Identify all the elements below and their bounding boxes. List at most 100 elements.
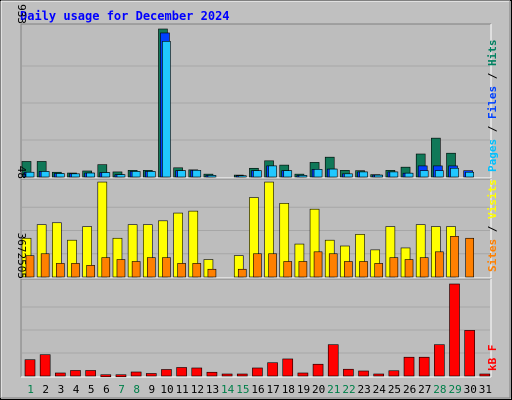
- bar-pages: [359, 171, 368, 178]
- bar-sites: [146, 257, 156, 278]
- bar-kb-f: [145, 373, 157, 377]
- panel-max-label: 3672505: [15, 233, 28, 279]
- bar-pages: [207, 175, 217, 178]
- bar-kb-f: [115, 374, 127, 378]
- bar-pages: [268, 165, 277, 178]
- bar-pages: [101, 172, 111, 178]
- bar-pages: [25, 171, 35, 178]
- bar-kb-f: [221, 373, 233, 377]
- x-tick-label: 11: [176, 383, 189, 396]
- bar-sites: [131, 261, 141, 278]
- bar-pages: [162, 41, 171, 178]
- x-tick-label: 23: [358, 383, 371, 396]
- x-tick-label: 18: [282, 383, 295, 396]
- bar-kb-f: [297, 372, 309, 377]
- bar-sites: [86, 265, 95, 278]
- x-tick-label: 5: [88, 383, 95, 396]
- bar-sites: [313, 251, 323, 278]
- x-tick-label: 22: [342, 383, 355, 396]
- panel-background: [21, 24, 491, 178]
- x-tick-label: 1: [27, 383, 34, 396]
- bar-kb-f: [161, 369, 172, 377]
- bar-sites: [237, 268, 247, 278]
- bar-kb-f: [130, 371, 142, 377]
- bar-kb-f: [100, 374, 112, 378]
- panel-legend: Pages / Files / Hits: [486, 40, 499, 173]
- x-tick-label: 4: [73, 383, 80, 396]
- x-tick-label: 31: [479, 383, 492, 396]
- x-tick-label: 27: [418, 383, 431, 396]
- bar-sites: [40, 253, 50, 278]
- bar-sites: [268, 253, 277, 278]
- bar-kb-f: [206, 371, 218, 377]
- panel-legend: kB F: [486, 345, 499, 372]
- legend-item: kB F: [486, 345, 499, 372]
- panel-kb_f: 3672505 kB F: [15, 233, 499, 378]
- bar-kb-f: [373, 373, 385, 377]
- legend-item: Visits: [486, 179, 499, 219]
- bar-sites: [192, 263, 202, 278]
- bar-kb-f: [403, 356, 415, 377]
- x-tick-label: 21: [327, 383, 340, 396]
- bar-kb-f: [479, 373, 491, 377]
- bar-pages: [283, 170, 293, 178]
- chart-title: Daily usage for December 2024: [20, 9, 230, 23]
- panel-sites_visits: 48 Sites / Visits: [15, 166, 499, 279]
- bar-kb-f: [39, 354, 51, 377]
- bar-pages: [344, 173, 353, 178]
- bar-pages: [116, 174, 126, 178]
- x-tick-label: 26: [403, 383, 416, 396]
- bar-kb-f: [70, 370, 81, 377]
- x-tick-label: 30: [464, 383, 477, 396]
- bar-kb-f: [85, 370, 96, 377]
- bar-pages: [298, 175, 308, 178]
- bar-sites: [435, 251, 444, 278]
- bar-sites: [404, 259, 414, 278]
- x-tick-label: 7: [118, 383, 125, 396]
- bar-pages: [389, 171, 399, 178]
- legend-separator: /: [486, 66, 499, 86]
- bar-sites: [344, 261, 353, 278]
- bar-pages: [374, 174, 384, 178]
- x-tick-label: 9: [149, 383, 156, 396]
- bar-pages: [86, 172, 95, 178]
- panel-max-label: 933: [15, 4, 28, 24]
- bar-pages: [71, 173, 80, 178]
- bar-sites: [177, 263, 186, 278]
- legend-item: Hits: [486, 40, 499, 67]
- bar-kb-f: [418, 356, 430, 377]
- bar-kb-f: [267, 362, 278, 377]
- bar-sites: [101, 257, 111, 278]
- bar-kb-f: [327, 344, 339, 377]
- x-tick-label: 16: [251, 383, 264, 396]
- bar-kb-f: [252, 367, 263, 377]
- legend-item: Files: [486, 86, 499, 119]
- bar-sites: [450, 236, 459, 278]
- x-tick-label: 20: [312, 383, 325, 396]
- bar-pages: [40, 171, 50, 178]
- legend-separator: /: [486, 119, 499, 139]
- bar-kb-f: [236, 373, 248, 377]
- bar-pages: [177, 170, 186, 178]
- bar-sites: [328, 253, 338, 278]
- bar-sites: [389, 257, 399, 278]
- bar-kb-f: [24, 359, 36, 377]
- bar-pages: [328, 168, 338, 178]
- bar-pages: [465, 171, 474, 178]
- x-tick-label: 17: [267, 383, 280, 396]
- panel-legend: Sites / Visits: [486, 179, 499, 272]
- bar-pages: [146, 171, 156, 178]
- bar-sites: [359, 261, 368, 278]
- bar-sites: [116, 259, 126, 278]
- legend-separator: /: [486, 219, 499, 239]
- x-tick-label: 2: [42, 383, 49, 396]
- bar-kb-f: [358, 370, 369, 377]
- bar-sites: [465, 237, 474, 278]
- x-tick-label: 13: [206, 383, 219, 396]
- bar-kb-f: [434, 344, 445, 377]
- x-tick-label: 24: [373, 383, 387, 396]
- bar-pages: [131, 171, 141, 178]
- x-tick-label: 12: [191, 383, 204, 396]
- x-axis-labels: 1 2 3 4 5 6 7 8 9 10 11 12 13 14 15 16 17 18 19 20 21 22 23 24 2…: [27, 383, 492, 396]
